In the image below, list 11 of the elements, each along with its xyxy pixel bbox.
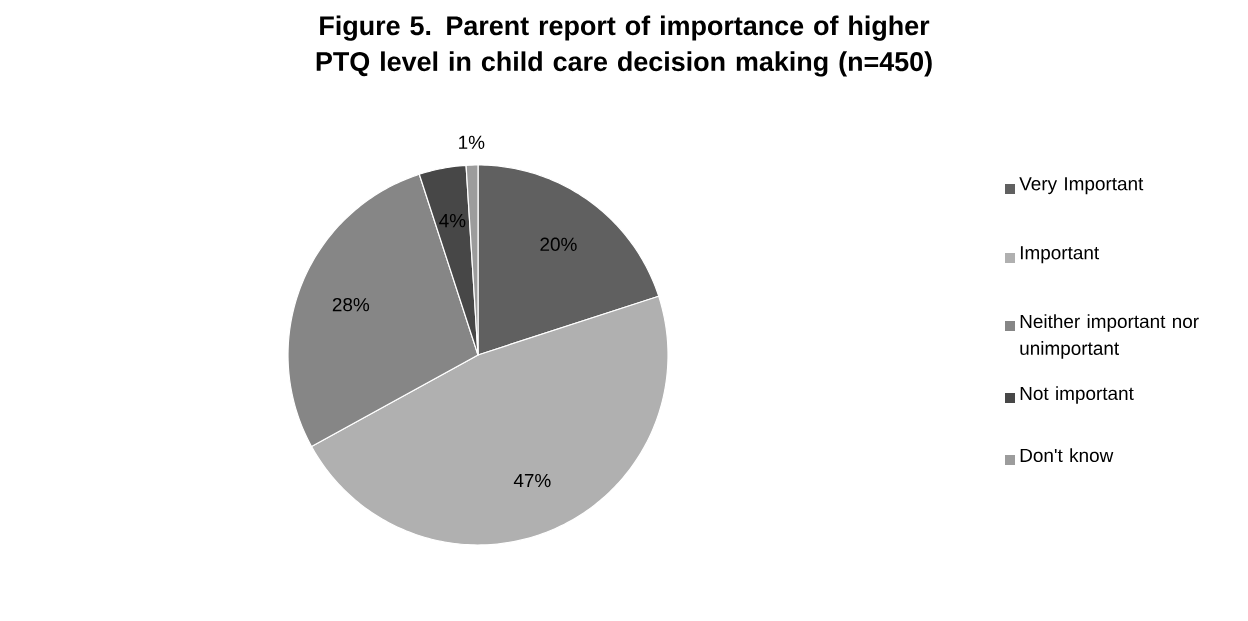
data-label: 47% <box>513 473 551 488</box>
legend-label: Important <box>1020 246 1100 264</box>
data-label: 4% <box>439 214 466 228</box>
legend-label: Not important <box>1020 386 1134 404</box>
data-label: 1% <box>459 135 485 149</box>
legend-label: Don't know <box>1020 448 1114 463</box>
legend-label: Neither important nor unimportant <box>1020 314 1199 359</box>
legend-label: Very Important <box>1019 177 1144 195</box>
data-label: 20% <box>540 237 577 252</box>
data-label: 28% <box>332 297 370 312</box>
chart-title: Figure 5. Parent report of importance of higher PTQ level in child care decision making (n=450) <box>316 15 932 77</box>
